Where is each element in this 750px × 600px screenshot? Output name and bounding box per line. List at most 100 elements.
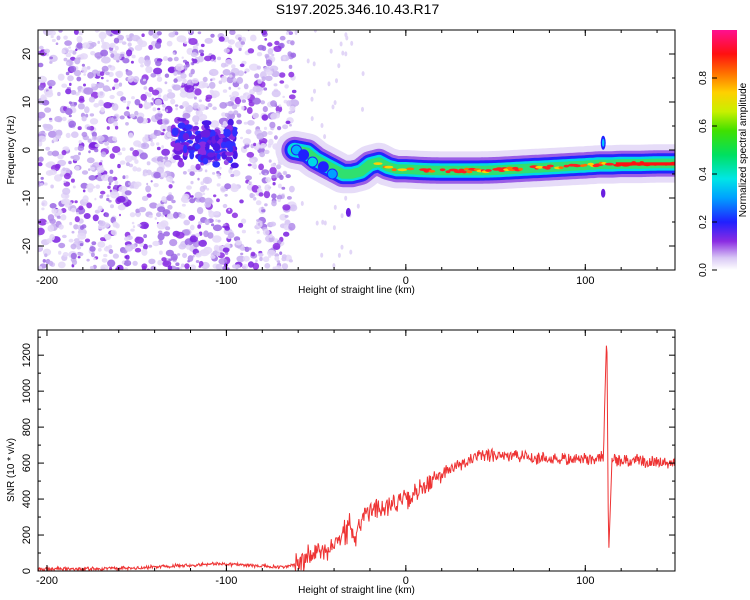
noise-blob	[137, 144, 142, 148]
noise-blob	[132, 225, 136, 229]
noise-blob	[78, 205, 84, 211]
noise-blob	[161, 148, 171, 156]
noise-blob	[198, 265, 202, 268]
signal-hotspot	[458, 168, 465, 172]
noise-blob	[173, 71, 178, 76]
noise-blob	[108, 64, 112, 68]
noise-blob	[282, 95, 286, 99]
noise-blob	[323, 134, 327, 140]
noise-blob	[141, 248, 148, 256]
signal-hotspot	[563, 164, 570, 168]
noise-blob	[289, 185, 295, 193]
noise-blob	[38, 156, 44, 162]
noise-blob	[218, 80, 223, 85]
noise-blob	[58, 30, 63, 33]
noise-blob	[44, 107, 52, 113]
noise-blob	[129, 185, 135, 189]
noise-blob	[261, 209, 266, 213]
signal-hotspot	[391, 168, 397, 172]
noise-blob	[150, 142, 155, 147]
noise-blob	[194, 191, 203, 199]
noise-blob	[71, 230, 75, 234]
noise-blob	[67, 75, 74, 82]
noise-blob	[329, 48, 333, 54]
noise-blob	[270, 113, 278, 120]
noise-blob	[184, 263, 190, 269]
noise-blob	[219, 102, 228, 109]
noise-blob	[262, 106, 268, 113]
noise-blob	[162, 104, 166, 108]
noise-blob	[151, 89, 160, 96]
noise-blob	[344, 51, 348, 57]
noise-blob	[125, 162, 130, 167]
noise-blob	[187, 168, 192, 173]
signal-hotspot	[485, 169, 492, 172]
noise-blob	[48, 30, 56, 36]
noise-blob	[204, 55, 212, 62]
noise-blob	[86, 157, 95, 164]
noise-blob	[275, 105, 283, 113]
noise-blob	[90, 51, 96, 56]
noise-blob	[83, 83, 86, 87]
noise-blob	[171, 180, 175, 184]
noise-blob	[156, 212, 162, 218]
noise-blob	[175, 231, 185, 239]
noise-blob	[76, 35, 83, 43]
noise-blob	[42, 259, 46, 263]
noise-blob	[114, 180, 119, 186]
noise-blob	[160, 172, 168, 178]
noise-blob	[130, 60, 134, 64]
noise-blob	[220, 75, 228, 83]
noise-blob	[241, 99, 246, 103]
noise-blob	[148, 258, 156, 265]
cluster-blob	[201, 120, 212, 126]
noise-blob	[109, 94, 115, 100]
noise-blob	[193, 96, 197, 100]
noise-blob	[86, 66, 91, 70]
noise-blob	[222, 247, 230, 253]
noise-blob	[259, 151, 265, 158]
noise-blob	[125, 244, 134, 252]
noise-blob	[157, 259, 163, 266]
noise-blob	[90, 83, 96, 87]
noise-blob	[105, 71, 110, 76]
noise-blob	[162, 56, 169, 61]
noise-blob	[80, 182, 89, 189]
noise-blob	[197, 55, 204, 63]
noise-blob	[174, 104, 179, 107]
noise-blob	[195, 252, 202, 258]
noise-blob	[197, 104, 206, 111]
cluster-blob	[232, 128, 238, 137]
noise-blob	[190, 180, 194, 185]
noise-blob	[284, 84, 289, 89]
noise-blob	[270, 163, 276, 168]
noise-blob	[260, 142, 266, 149]
x-tick-label: 100	[576, 275, 594, 287]
noise-blob	[38, 140, 43, 147]
noise-blob	[212, 172, 216, 175]
noise-blob	[277, 126, 282, 131]
noise-blob	[77, 126, 82, 131]
noise-blob	[38, 245, 44, 253]
cluster-blob	[228, 145, 234, 153]
noise-blob	[77, 57, 81, 60]
noise-blob	[120, 53, 125, 57]
noise-blob	[243, 146, 247, 149]
noise-blob	[94, 197, 97, 201]
noise-blob	[214, 211, 220, 216]
noise-blob	[201, 82, 209, 88]
noise-blob	[340, 244, 344, 250]
noise-blob	[77, 103, 85, 110]
noise-blob	[47, 150, 53, 156]
noise-blob	[127, 75, 134, 83]
noise-blob	[84, 238, 91, 243]
noise-blob	[350, 40, 354, 46]
cluster-blob	[223, 129, 231, 137]
noise-blob	[228, 168, 233, 174]
cluster-blob	[232, 150, 238, 160]
noise-blob	[263, 149, 270, 155]
noise-blob	[256, 52, 263, 57]
signal-blob	[317, 161, 329, 173]
noise-blob	[146, 193, 152, 198]
noise-blob	[167, 265, 173, 270]
